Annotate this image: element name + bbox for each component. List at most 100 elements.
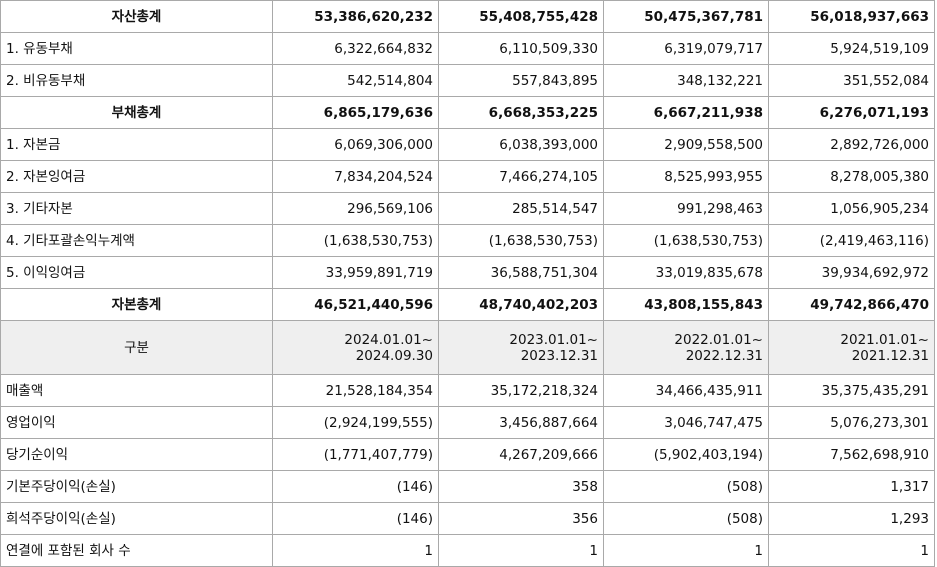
table-row: 1. 유동부채 6,322,664,832 6,110,509,330 6,31… — [0, 32, 935, 65]
period-cell: 2024.01.01~ 2024.09.30 — [272, 320, 439, 375]
value-cell: 39,934,692,972 — [768, 256, 935, 289]
value-cell: 53,386,620,232 — [272, 0, 439, 33]
value-cell: 1,317 — [768, 470, 935, 503]
value-cell: (508) — [603, 502, 769, 535]
value-cell: 46,521,440,596 — [272, 288, 439, 321]
income-statement-section: 매출액 21,528,184,354 35,172,218,324 34,466… — [0, 374, 935, 567]
period-start: 2022.01.01~ — [674, 331, 763, 348]
value-cell: (5,902,403,194) — [603, 438, 769, 471]
period-start: 2024.01.01~ — [344, 331, 433, 348]
table-row: 자본총계 46,521,440,596 48,740,402,203 43,80… — [0, 288, 935, 321]
period-header-row: 구분 2024.01.01~ 2024.09.30 2023.01.01~ 20… — [0, 320, 935, 375]
value-cell: 33,959,891,719 — [272, 256, 439, 289]
balance-sheet-section: 자산총계 53,386,620,232 55,408,755,428 50,47… — [0, 0, 935, 321]
value-cell: 21,528,184,354 — [272, 374, 439, 407]
value-cell: 542,514,804 — [272, 64, 439, 97]
period-end: 2021.12.31 — [851, 347, 929, 364]
period-start: 2021.01.01~ — [840, 331, 929, 348]
value-cell: 1 — [272, 534, 439, 567]
value-cell: 48,740,402,203 — [438, 288, 604, 321]
table-row: 2. 비유동부채 542,514,804 557,843,895 348,132… — [0, 64, 935, 97]
value-cell: (2,924,199,555) — [272, 406, 439, 439]
row-label: 4. 기타포괄손익누계액 — [0, 224, 273, 257]
table-row: 5. 이익잉여금 33,959,891,719 36,588,751,304 3… — [0, 256, 935, 289]
table-row: 2. 자본잉여금 7,834,204,524 7,466,274,105 8,5… — [0, 160, 935, 193]
table-row: 연결에 포함된 회사 수 1 1 1 1 — [0, 534, 935, 567]
value-cell: 1,293 — [768, 502, 935, 535]
value-cell: 1,056,905,234 — [768, 192, 935, 225]
value-cell: (508) — [603, 470, 769, 503]
row-label: 희석주당이익(손실) — [0, 502, 273, 535]
value-cell: 49,742,866,470 — [768, 288, 935, 321]
period-cell: 2021.01.01~ 2021.12.31 — [768, 320, 935, 375]
value-cell: 6,069,306,000 — [272, 128, 439, 161]
value-cell: 1 — [768, 534, 935, 567]
row-label: 당기순이익 — [0, 438, 273, 471]
value-cell: 5,076,273,301 — [768, 406, 935, 439]
row-label: 영업이익 — [0, 406, 273, 439]
value-cell: 356 — [438, 502, 604, 535]
period-start: 2023.01.01~ — [509, 331, 598, 348]
value-cell: 6,322,664,832 — [272, 32, 439, 65]
value-cell: 34,466,435,911 — [603, 374, 769, 407]
value-cell: 557,843,895 — [438, 64, 604, 97]
value-cell: (146) — [272, 502, 439, 535]
table-row: 1. 자본금 6,069,306,000 6,038,393,000 2,909… — [0, 128, 935, 161]
period-cell: 2023.01.01~ 2023.12.31 — [438, 320, 604, 375]
row-label: 3. 기타자본 — [0, 192, 273, 225]
value-cell: 351,552,084 — [768, 64, 935, 97]
value-cell: 8,525,993,955 — [603, 160, 769, 193]
value-cell: 285,514,547 — [438, 192, 604, 225]
row-label: 2. 비유동부채 — [0, 64, 273, 97]
value-cell: 50,475,367,781 — [603, 0, 769, 33]
value-cell: (1,638,530,753) — [603, 224, 769, 257]
table-row: 기본주당이익(손실) (146) 358 (508) 1,317 — [0, 470, 935, 503]
period-end: 2022.12.31 — [685, 347, 763, 364]
table-row: 희석주당이익(손실) (146) 356 (508) 1,293 — [0, 502, 935, 535]
value-cell: 33,019,835,678 — [603, 256, 769, 289]
table-row: 영업이익 (2,924,199,555) 3,456,887,664 3,046… — [0, 406, 935, 439]
value-cell: 2,892,726,000 — [768, 128, 935, 161]
value-cell: 35,172,218,324 — [438, 374, 604, 407]
row-label: 1. 유동부채 — [0, 32, 273, 65]
value-cell: 3,456,887,664 — [438, 406, 604, 439]
table-row: 당기순이익 (1,771,407,779) 4,267,209,666 (5,9… — [0, 438, 935, 471]
row-label: 자산총계 — [0, 0, 273, 33]
value-cell: 2,909,558,500 — [603, 128, 769, 161]
value-cell: 36,588,751,304 — [438, 256, 604, 289]
value-cell: 6,667,211,938 — [603, 96, 769, 129]
value-cell: 6,865,179,636 — [272, 96, 439, 129]
value-cell: 55,408,755,428 — [438, 0, 604, 33]
value-cell: 348,132,221 — [603, 64, 769, 97]
row-label: 2. 자본잉여금 — [0, 160, 273, 193]
period-header-section: 구분 2024.01.01~ 2024.09.30 2023.01.01~ 20… — [0, 320, 935, 375]
table-row: 매출액 21,528,184,354 35,172,218,324 34,466… — [0, 374, 935, 407]
value-cell: 358 — [438, 470, 604, 503]
value-cell: 6,110,509,330 — [438, 32, 604, 65]
period-end: 2024.09.30 — [355, 347, 433, 364]
value-cell: 7,834,204,524 — [272, 160, 439, 193]
table-row: 3. 기타자본 296,569,106 285,514,547 991,298,… — [0, 192, 935, 225]
value-cell: 6,038,393,000 — [438, 128, 604, 161]
row-label: 기본주당이익(손실) — [0, 470, 273, 503]
value-cell: (146) — [272, 470, 439, 503]
value-cell: (1,771,407,779) — [272, 438, 439, 471]
period-header-label: 구분 — [0, 320, 273, 375]
value-cell: 6,319,079,717 — [603, 32, 769, 65]
value-cell: 7,562,698,910 — [768, 438, 935, 471]
table-row: 4. 기타포괄손익누계액 (1,638,530,753) (1,638,530,… — [0, 224, 935, 257]
value-cell: (1,638,530,753) — [272, 224, 439, 257]
row-label: 자본총계 — [0, 288, 273, 321]
period-end: 2023.12.31 — [520, 347, 598, 364]
value-cell: (2,419,463,116) — [768, 224, 935, 257]
value-cell: 3,046,747,475 — [603, 406, 769, 439]
value-cell: 7,466,274,105 — [438, 160, 604, 193]
value-cell: 5,924,519,109 — [768, 32, 935, 65]
value-cell: 1 — [438, 534, 604, 567]
value-cell: 1 — [603, 534, 769, 567]
period-cell: 2022.01.01~ 2022.12.31 — [603, 320, 769, 375]
row-label: 부채총계 — [0, 96, 273, 129]
value-cell: 8,278,005,380 — [768, 160, 935, 193]
value-cell: 6,276,071,193 — [768, 96, 935, 129]
